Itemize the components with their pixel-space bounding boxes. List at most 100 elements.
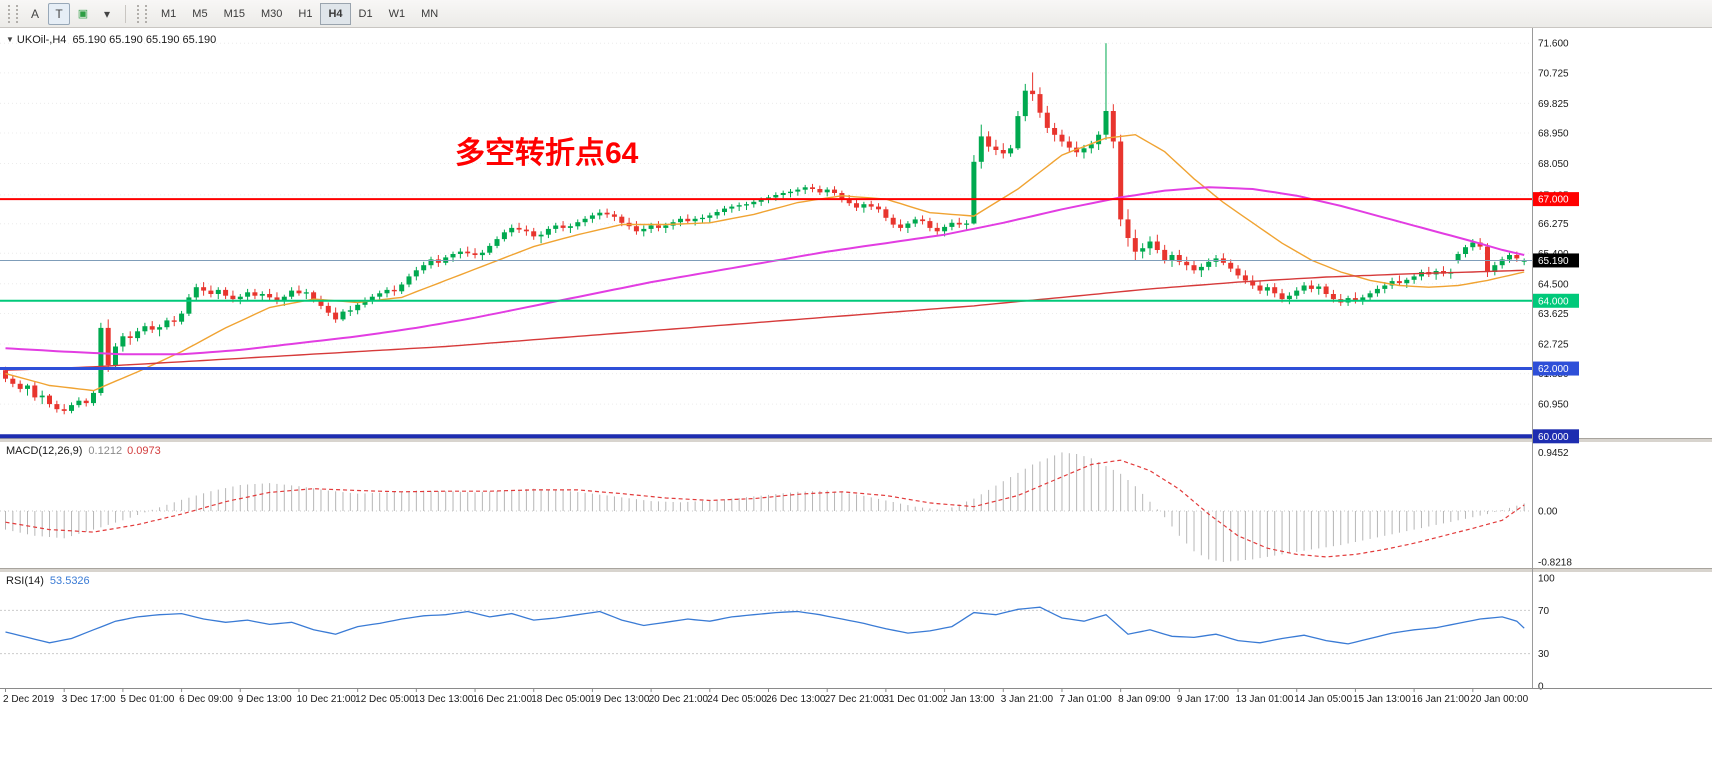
time-label: 2 Dec 2019 — [3, 694, 55, 705]
symbol-dropdown-icon[interactable]: ▼ — [6, 35, 14, 44]
time-label: 3 Dec 17:00 — [62, 694, 116, 705]
toolbar-grip[interactable] — [8, 4, 18, 23]
time-label: 24 Dec 05:00 — [707, 694, 767, 705]
time-label: 26 Dec 13:00 — [766, 694, 826, 705]
svg-text:64.000: 64.000 — [1538, 296, 1569, 307]
rsi-axis-labels: 100 70 30 0 — [1538, 574, 1555, 693]
time-label: 31 Dec 01:00 — [883, 694, 943, 705]
timeframe-button-M15[interactable]: M15 — [223, 7, 245, 20]
time-label: 9 Jan 17:00 — [1177, 694, 1230, 705]
svg-text:68.050: 68.050 — [1538, 159, 1569, 170]
timeframe-button-M1[interactable]: M1 — [161, 7, 177, 20]
svg-text:64.500: 64.500 — [1538, 279, 1569, 290]
dropdown-tool-button[interactable]: ▾ — [103, 6, 111, 21]
text-tool-button[interactable]: T — [48, 2, 70, 25]
time-label: 14 Jan 05:00 — [1294, 694, 1352, 705]
macd-value-signal: 0.0973 — [127, 445, 161, 457]
macd-panel[interactable] — [0, 452, 1532, 562]
time-label: 3 Jan 21:00 — [1001, 694, 1054, 705]
chart-title: ▼ UKOil-,H4 65.190 65.190 65.190 65.190 — [6, 34, 216, 46]
timeframe-toolbar-grip[interactable] — [137, 4, 147, 23]
time-label: 10 Dec 21:00 — [296, 694, 356, 705]
svg-text:63.625: 63.625 — [1538, 309, 1569, 320]
timeframe-button-MN[interactable]: MN — [421, 7, 439, 20]
ma-slow-line — [5, 269, 1525, 371]
svg-text:71.600: 71.600 — [1538, 39, 1569, 50]
svg-text:-0.8218: -0.8218 — [1538, 557, 1572, 568]
svg-text:100: 100 — [1538, 574, 1555, 585]
ma-fast-line — [5, 133, 1525, 392]
time-label: 20 Dec 21:00 — [649, 694, 709, 705]
time-label: 6 Dec 09:00 — [179, 694, 233, 705]
svg-text:0.00: 0.00 — [1538, 507, 1558, 518]
horizontal-price-lines: 67.000 64.000 62.000 60.000 — [0, 192, 1579, 444]
time-label: 27 Dec 21:00 — [825, 694, 885, 705]
timeframe-button-H4[interactable]: H4 — [320, 2, 351, 25]
annotation-text[interactable]: 多空转折点64 — [455, 137, 639, 170]
axis-borders — [0, 28, 1712, 689]
time-label: 19 Dec 13:00 — [590, 694, 650, 705]
time-label: 18 Dec 05:00 — [531, 694, 591, 705]
macd-title: MACD(12,26,9) — [6, 445, 83, 457]
rsi-value: 53.5326 — [49, 575, 90, 587]
time-label: 2 Jan 13:00 — [942, 694, 995, 705]
svg-text:66.275: 66.275 — [1538, 219, 1569, 230]
indicator-tool-button[interactable]: ▣ — [77, 8, 89, 20]
svg-text:30: 30 — [1538, 649, 1550, 660]
svg-text:70: 70 — [1538, 606, 1550, 617]
time-label: 13 Dec 13:00 — [414, 694, 474, 705]
svg-text:60.950: 60.950 — [1538, 400, 1569, 411]
timeframe-button-M5[interactable]: M5 — [192, 7, 208, 20]
price-line-64.000[interactable]: 64.000 — [0, 293, 1579, 308]
chart-area[interactable]: 71.60070.72569.82568.95068.05067.12566.2… — [0, 28, 1712, 777]
price-line-62.000[interactable]: 62.000 — [0, 361, 1579, 376]
ma-mid-line — [5, 186, 1525, 356]
price-line-60.000[interactable]: 60.000 — [0, 429, 1579, 444]
svg-text:62.725: 62.725 — [1538, 340, 1569, 351]
time-label: 16 Jan 21:00 — [1412, 694, 1470, 705]
price-gridlines — [0, 42, 1532, 405]
macd-axis-labels: 0.9452 0.00 -0.8218 — [1538, 448, 1572, 569]
svg-text:68.950: 68.950 — [1538, 129, 1569, 140]
timeframe-button-W1[interactable]: W1 — [388, 7, 406, 20]
svg-text:0: 0 — [1538, 682, 1544, 693]
timeframe-button-M30[interactable]: M30 — [260, 7, 283, 20]
svg-text:62.000: 62.000 — [1538, 364, 1569, 375]
svg-text:60.000: 60.000 — [1538, 432, 1569, 443]
ohlc-values: 65.190 65.190 65.190 65.190 — [72, 34, 217, 46]
rsi-indicator-label: RSI(14) 53.5326 — [6, 575, 90, 587]
macd-indicator-label: MACD(12,26,9) 0.1212 0.0973 — [6, 445, 161, 457]
timeframe-button-H1[interactable]: H1 — [298, 7, 313, 20]
time-label: 16 Dec 21:00 — [473, 694, 533, 705]
time-label: 5 Dec 01:00 — [120, 694, 174, 705]
svg-text:0.9452: 0.9452 — [1538, 448, 1569, 459]
timeframes-group: M1 M5 M15 M30 H1 H4 D1 W1 MN — [153, 2, 446, 25]
tools-group: A T ▣ ▾ — [24, 2, 118, 25]
candles-layer — [3, 43, 1527, 415]
time-label: 7 Jan 01:00 — [1059, 694, 1112, 705]
toolbar: A T ▣ ▾ M1 M5 M15 M30 H1 H4 D1 W1 MN — [0, 0, 1712, 28]
macd-value-main: 0.1212 — [88, 445, 123, 457]
bid-price-line: 65.190 — [0, 253, 1579, 268]
cursor-tool-button[interactable]: A — [30, 6, 39, 21]
time-label: 12 Dec 05:00 — [355, 694, 415, 705]
rsi-line — [5, 606, 1525, 645]
macd-signal-line — [5, 459, 1525, 558]
time-label: 9 Dec 13:00 — [238, 694, 292, 705]
time-axis[interactable]: 2 Dec 2019 3 Dec 17:00 5 Dec 01:00 6 Dec 09… — [3, 689, 1529, 705]
time-label: 13 Jan 01:00 — [1236, 694, 1294, 705]
time-label: 20 Jan 00:00 — [1470, 694, 1528, 705]
macd-histogram — [5, 452, 1525, 562]
toolbar-separator — [125, 4, 126, 23]
rsi-title: RSI(14) — [6, 575, 44, 587]
svg-text:70.725: 70.725 — [1538, 68, 1569, 79]
panel-separators — [0, 438, 1712, 572]
time-label: 8 Jan 09:00 — [1118, 694, 1171, 705]
svg-text:67.000: 67.000 — [1538, 195, 1569, 206]
price-line-67.000[interactable]: 67.000 — [0, 192, 1579, 207]
chart-canvas[interactable]: 71.60070.72569.82568.95068.05067.12566.2… — [0, 28, 1712, 777]
rsi-panel[interactable] — [0, 606, 1532, 655]
svg-text:69.825: 69.825 — [1538, 99, 1569, 110]
timeframe-button-D1[interactable]: D1 — [358, 7, 373, 20]
